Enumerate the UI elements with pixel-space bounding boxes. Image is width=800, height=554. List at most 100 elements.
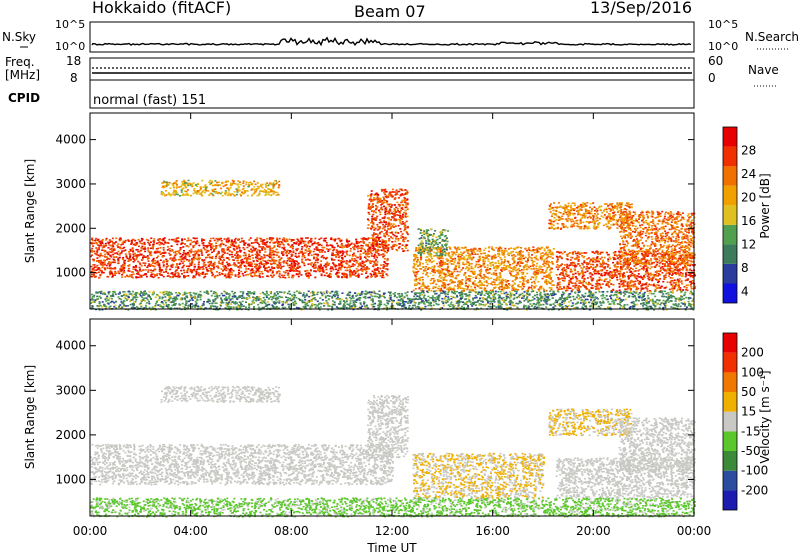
- range-cell: [522, 268, 525, 271]
- range-cell: [310, 241, 312, 243]
- range-cell: [451, 260, 454, 262]
- range-cell: [131, 247, 134, 249]
- range-cell: [472, 276, 475, 279]
- range-cell: [359, 257, 362, 259]
- range-cell: [310, 240, 313, 242]
- range-cell: [379, 275, 382, 277]
- range-cell: [218, 272, 221, 274]
- range-cell: [348, 264, 351, 267]
- range-cell: [165, 185, 168, 188]
- range-cell: [420, 240, 423, 242]
- range-cell: [98, 269, 101, 271]
- range-cell: [439, 250, 442, 253]
- range-cell: [127, 251, 130, 253]
- range-cell: [174, 266, 177, 268]
- range-cell: [388, 192, 391, 195]
- range-cell: [282, 238, 285, 240]
- range-cell: [511, 284, 514, 287]
- range-cell: [436, 243, 439, 246]
- range-cell: [167, 272, 169, 274]
- range-cell: [388, 223, 391, 226]
- range-cell: [218, 273, 221, 276]
- range-cell: [517, 252, 520, 254]
- range-cell: [139, 268, 142, 271]
- range-cell: [433, 251, 436, 254]
- range-cell: [357, 273, 360, 275]
- range-cell: [132, 243, 135, 246]
- range-cell: [519, 255, 522, 257]
- range-cell: [502, 266, 505, 269]
- range-cell: [225, 261, 228, 264]
- range-cell: [367, 219, 370, 222]
- range-cell: [237, 262, 240, 264]
- range-cell: [672, 270, 675, 272]
- range-cell: [505, 283, 508, 286]
- range-cell: [463, 288, 466, 290]
- range-cell: [428, 247, 431, 249]
- range-cell: [657, 281, 659, 284]
- range-cell: [397, 239, 400, 242]
- range-cell: [397, 218, 400, 221]
- range-cell: [195, 243, 198, 245]
- range-cell: [546, 247, 549, 249]
- range-cell: [438, 261, 441, 263]
- range-cell: [145, 256, 148, 258]
- range-cell: [446, 263, 449, 265]
- range-cell: [474, 286, 476, 289]
- range-cell: [446, 275, 448, 277]
- range-cell: [438, 272, 441, 274]
- range-cell: [439, 252, 442, 254]
- range-cell: [371, 260, 374, 263]
- range-cell: [163, 180, 165, 183]
- range-cell: [221, 249, 224, 251]
- range-cell: [225, 276, 228, 278]
- range-cell: [242, 274, 245, 277]
- range-cell: [109, 248, 112, 251]
- range-cell: [211, 193, 214, 195]
- range-cell: [191, 257, 194, 260]
- range-cell: [270, 239, 273, 242]
- range-cell: [394, 225, 397, 227]
- range-cell: [129, 274, 132, 276]
- range-cell: [231, 183, 234, 186]
- range-cell: [388, 194, 391, 197]
- range-cell: [192, 237, 195, 239]
- range-cell: [428, 253, 431, 255]
- range-cell: [108, 239, 111, 241]
- range-cell: [367, 237, 370, 239]
- range-cell: [215, 190, 218, 193]
- range-cell: [395, 231, 398, 234]
- range-cell: [432, 246, 435, 248]
- range-cell: [325, 268, 328, 271]
- range-cell: [381, 245, 384, 248]
- freq-label-line1: Freq.: [5, 55, 35, 69]
- range-cell: [254, 183, 257, 186]
- range-cell: [320, 256, 323, 258]
- range-cell: [441, 285, 444, 288]
- range-cell: [542, 263, 545, 266]
- range-cell: [305, 244, 307, 246]
- range-cell: [390, 205, 393, 208]
- range-cell: [489, 262, 492, 264]
- range-cell: [147, 239, 150, 242]
- range-cell: [156, 264, 159, 266]
- range-cell: [386, 263, 389, 265]
- range-cell: [433, 239, 436, 242]
- range-cell: [389, 210, 392, 212]
- range-cell: [348, 254, 351, 257]
- range-cell: [515, 278, 518, 280]
- range-cell: [593, 258, 596, 261]
- range-cell: [481, 284, 484, 287]
- range-cell: [320, 265, 323, 267]
- range-cell: [212, 188, 215, 191]
- range-cell: [422, 272, 425, 275]
- range-cell: [135, 242, 138, 244]
- range-cell: [129, 256, 131, 258]
- range-cell: [330, 238, 332, 240]
- range-cell: [312, 250, 315, 253]
- range-cell: [495, 278, 498, 280]
- range-cell: [220, 240, 223, 242]
- range-cell: [540, 270, 543, 273]
- range-cell: [509, 252, 512, 255]
- range-cell: [514, 255, 517, 257]
